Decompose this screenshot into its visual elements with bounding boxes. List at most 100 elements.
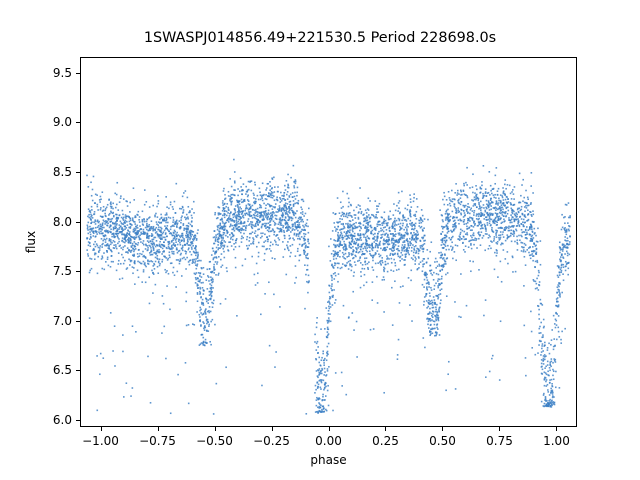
- data-point: [168, 232, 171, 235]
- data-point: [466, 212, 469, 214]
- data-point: [534, 280, 537, 283]
- data-point: [320, 328, 322, 330]
- data-point: [190, 243, 193, 245]
- data-point: [114, 223, 116, 225]
- data-point: [393, 234, 396, 236]
- data-point: [363, 267, 366, 270]
- data-point: [114, 206, 117, 209]
- data-point: [217, 241, 220, 244]
- data-point: [549, 369, 551, 372]
- data-point: [233, 158, 235, 161]
- data-point: [132, 236, 135, 239]
- data-point: [366, 235, 369, 238]
- data-point: [458, 202, 460, 205]
- data-point: [257, 224, 259, 226]
- data-point: [557, 276, 560, 278]
- data-point: [204, 313, 207, 315]
- data-point: [92, 247, 95, 250]
- data-point: [359, 222, 362, 225]
- data-point: [323, 410, 326, 413]
- data-point: [368, 217, 371, 220]
- data-point: [471, 236, 473, 239]
- data-point: [401, 246, 403, 249]
- data-point: [560, 254, 563, 256]
- data-point: [238, 230, 241, 233]
- data-point: [352, 256, 355, 259]
- data-point: [233, 229, 236, 232]
- data-point: [435, 319, 438, 322]
- data-point: [248, 204, 251, 207]
- data-point: [151, 243, 154, 246]
- data-point: [356, 226, 358, 229]
- data-point: [377, 246, 379, 249]
- data-point: [122, 256, 124, 259]
- data-point: [454, 388, 457, 390]
- data-point: [91, 228, 94, 230]
- data-point: [370, 230, 372, 233]
- data-point: [424, 239, 426, 242]
- data-point: [505, 211, 507, 213]
- data-point: [297, 247, 299, 250]
- data-point: [447, 217, 449, 220]
- data-point: [377, 232, 379, 235]
- data-point: [529, 228, 531, 231]
- data-point: [429, 318, 432, 320]
- data-point: [295, 235, 298, 237]
- data-point: [181, 232, 183, 235]
- data-point: [183, 240, 185, 243]
- data-point: [531, 231, 534, 233]
- data-point: [115, 216, 118, 219]
- data-point: [299, 238, 301, 241]
- data-point: [195, 238, 198, 240]
- data-point: [165, 196, 167, 198]
- data-point: [101, 256, 104, 259]
- data-point: [328, 319, 330, 322]
- data-point: [283, 205, 286, 207]
- data-point: [513, 198, 515, 200]
- data-point: [215, 217, 218, 220]
- data-point: [94, 193, 97, 196]
- data-point: [244, 258, 247, 260]
- data-point: [271, 208, 274, 210]
- data-point: [465, 238, 467, 240]
- data-point: [226, 245, 229, 248]
- data-point: [122, 262, 125, 265]
- data-point: [332, 250, 335, 252]
- data-point: [404, 207, 407, 210]
- data-point: [177, 373, 179, 376]
- data-point: [442, 220, 444, 223]
- data-point: [340, 231, 342, 234]
- data-point: [564, 216, 566, 218]
- data-point: [445, 273, 447, 276]
- data-point: [318, 409, 321, 412]
- data-point: [203, 322, 205, 325]
- data-point: [331, 263, 333, 266]
- data-point: [380, 216, 383, 218]
- data-point: [239, 206, 241, 209]
- data-point: [118, 245, 121, 247]
- data-point: [143, 218, 145, 220]
- data-point: [466, 210, 468, 212]
- data-point: [115, 203, 118, 206]
- data-point: [458, 238, 460, 240]
- data-point: [343, 257, 345, 259]
- data-point: [502, 211, 505, 214]
- data-point: [369, 220, 371, 223]
- data-point: [467, 203, 469, 205]
- data-point: [358, 211, 360, 213]
- data-point: [219, 242, 222, 245]
- data-point: [217, 217, 219, 219]
- data-point: [509, 219, 512, 222]
- data-point: [126, 267, 129, 269]
- data-point: [393, 239, 395, 242]
- data-point: [524, 221, 526, 224]
- data-point: [152, 242, 155, 244]
- data-point: [195, 254, 197, 257]
- data-point: [113, 247, 116, 250]
- data-point: [155, 221, 158, 223]
- data-point: [244, 209, 246, 212]
- data-point: [268, 203, 271, 206]
- data-point: [113, 222, 115, 225]
- data-point: [524, 229, 527, 231]
- data-point: [443, 203, 446, 206]
